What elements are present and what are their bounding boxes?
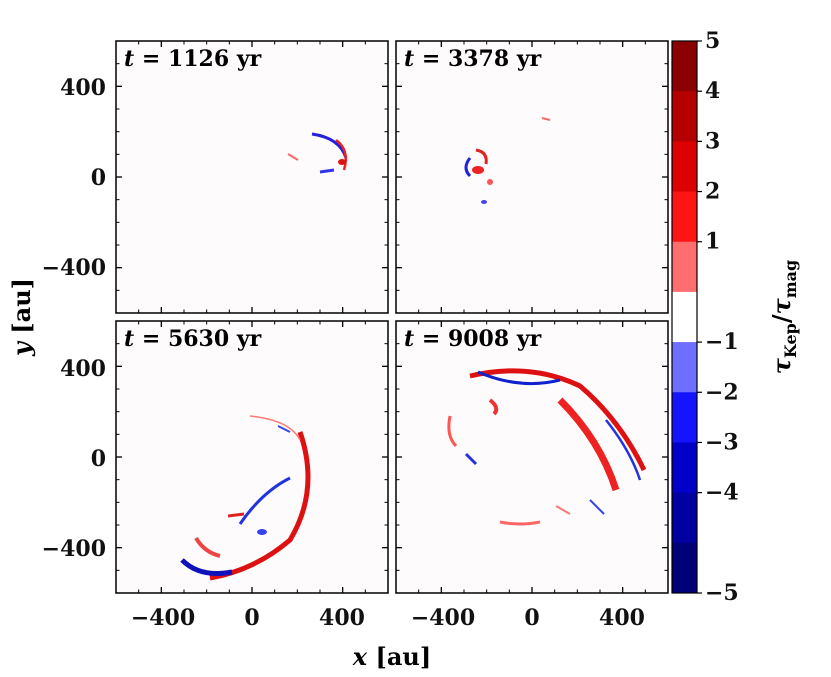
y-tick-label-top-minus400: −400 (42, 255, 106, 281)
colorbar-segment (672, 392, 697, 443)
x-tick-label-left-minus400: −400 (131, 605, 195, 631)
panel-2-red-dot (487, 179, 493, 185)
colorbar-segment (672, 292, 697, 343)
colorbar-ticks: 5 4 3 2 1 −1 −2 −3 −4 −5 (697, 28, 739, 606)
colorbar-tick-label: 5 (705, 28, 720, 54)
panel-1-blue-blob (320, 170, 334, 172)
panel-3-red-streak (228, 514, 244, 516)
colorbar-segment (672, 543, 697, 594)
colorbar-tick-label: −5 (705, 580, 739, 606)
x-axis-label: x [au] (352, 642, 431, 671)
colorbar-tick-label: −2 (705, 379, 739, 405)
colorbar-tick-label: 1 (705, 229, 720, 255)
colorbar-tick-label: 4 (705, 78, 720, 104)
colorbar-label: τKep/τmag (767, 260, 800, 374)
colorbar-tick-label: −4 (705, 480, 739, 506)
panel-3-label: t = 5630 yr (124, 326, 262, 352)
panel-3-background (116, 321, 388, 593)
colorbar-segment (672, 91, 697, 142)
colorbar (672, 41, 697, 594)
panel-1-red-blob (338, 159, 346, 165)
panel-4-background (396, 321, 668, 593)
panel-1: t = 1126 yr (116, 41, 388, 313)
panel-2-red-blob (472, 166, 484, 174)
panel-2: t = 3378 yr (396, 41, 668, 313)
x-tick-label-right-minus400: −400 (411, 605, 475, 631)
colorbar-segment (672, 141, 697, 192)
y-tick-label-bottom-minus400: −400 (42, 536, 106, 562)
panel-1-background (116, 41, 388, 313)
panel-2-blue-dot (481, 200, 487, 204)
panel-4-label: t = 9008 yr (404, 326, 542, 352)
panel-4: t = 9008 yr (396, 321, 668, 593)
colorbar-segment (672, 242, 697, 293)
y-tick-label-bottom-400: 400 (60, 356, 106, 382)
y-tick-label-bottom-0: 0 (91, 446, 106, 472)
x-tick-label-right-0: 0 (524, 605, 539, 631)
colorbar-segment (672, 493, 697, 544)
colorbar-segment (672, 442, 697, 493)
y-axis-label: y [au] (7, 278, 36, 357)
colorbar-tick-label: 3 (705, 128, 720, 154)
x-tick-label-left-0: 0 (244, 605, 259, 631)
panel-2-background (396, 41, 668, 313)
panel-3-blue-dot (257, 529, 267, 535)
colorbar-segment (672, 342, 697, 393)
colorbar-tick-label: 2 (705, 179, 720, 205)
y-tick-label-top-400: 400 (60, 75, 106, 101)
panel-1-label: t = 1126 yr (124, 46, 262, 72)
colorbar-segment (672, 192, 697, 243)
colorbar-tick-label: −3 (705, 429, 739, 455)
y-tick-label-top-0: 0 (91, 165, 106, 191)
x-tick-label-right-400: 400 (599, 605, 645, 631)
colorbar-segment (672, 41, 697, 92)
figure: t = 1126 yr t = 3378 yr t = 5630 y (0, 0, 831, 677)
colorbar-tick-label: −1 (705, 329, 739, 355)
panel-3: t = 5630 yr (116, 321, 388, 593)
panel-2-label: t = 3378 yr (404, 46, 542, 72)
x-tick-label-left-400: 400 (319, 605, 365, 631)
